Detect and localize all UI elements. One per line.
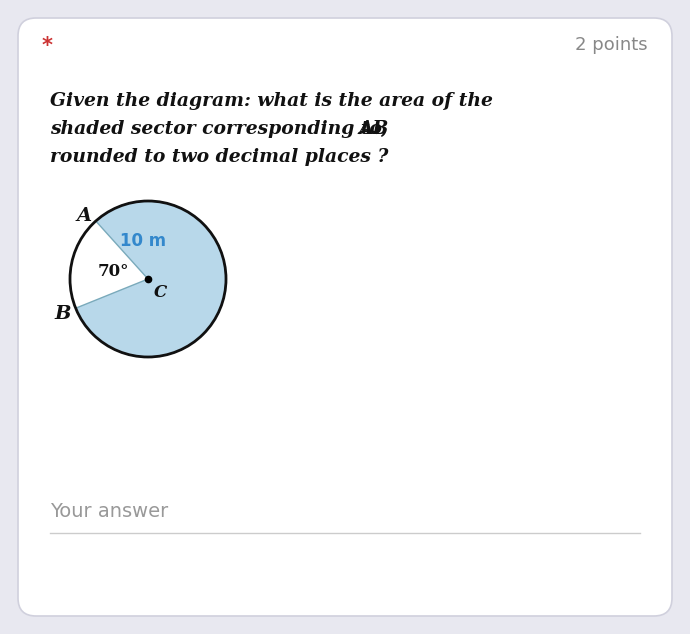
Text: *: *: [42, 36, 53, 56]
Text: shaded sector corresponding to: shaded sector corresponding to: [50, 120, 388, 138]
Text: rounded to two decimal places ?: rounded to two decimal places ?: [50, 148, 388, 166]
Wedge shape: [76, 201, 226, 357]
Text: 2 points: 2 points: [575, 36, 648, 54]
Text: B: B: [55, 305, 72, 323]
Text: AB: AB: [358, 120, 388, 138]
Text: ,: ,: [380, 120, 386, 138]
Text: 10 m: 10 m: [119, 232, 166, 250]
Text: Given the diagram: what is the area of the: Given the diagram: what is the area of t…: [50, 92, 493, 110]
Text: C: C: [154, 284, 167, 301]
Text: Your answer: Your answer: [50, 502, 168, 521]
FancyBboxPatch shape: [18, 18, 672, 616]
Text: 70°: 70°: [97, 263, 129, 280]
Text: A: A: [77, 207, 92, 224]
